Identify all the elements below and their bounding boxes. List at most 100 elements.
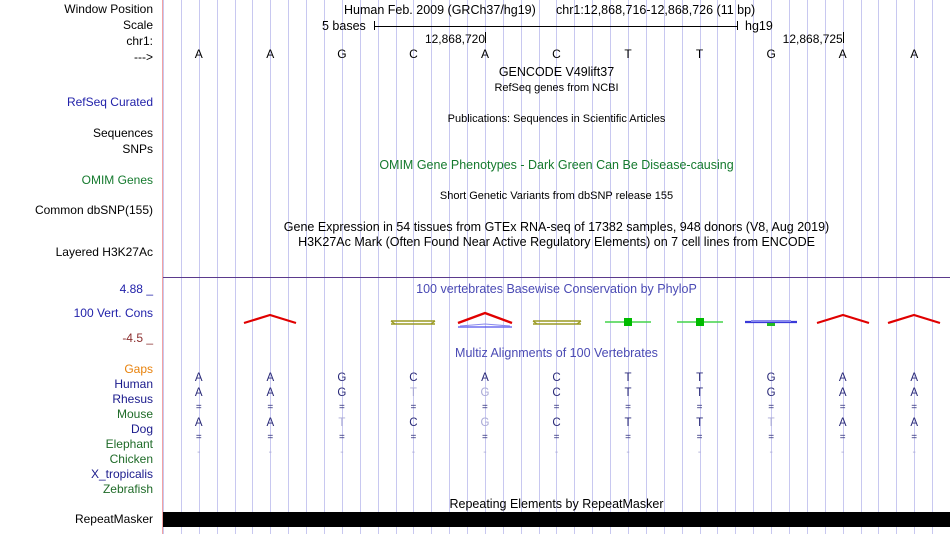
position-range[interactable]: chr1:12,868,716-12,868,726 (11 bp) xyxy=(556,3,756,17)
scale-tick-left xyxy=(374,21,375,30)
multiz-cell: T xyxy=(767,417,775,429)
track-label-species-chicken[interactable]: Chicken xyxy=(109,452,153,466)
gridline xyxy=(682,0,683,534)
multiz-cell: = xyxy=(195,402,202,413)
conservation-mark[interactable] xyxy=(456,309,514,335)
track-label-window-position[interactable]: Window Position xyxy=(64,2,153,16)
repeatmasker-bar[interactable] xyxy=(163,512,950,527)
multiz-cell: G xyxy=(337,372,347,384)
conservation-mark[interactable] xyxy=(531,309,583,335)
ruler-base: T xyxy=(624,47,632,61)
track-label-species-dog[interactable]: Dog xyxy=(130,422,153,436)
gridline xyxy=(342,0,343,534)
conservation-mark[interactable] xyxy=(743,309,799,335)
multiz-cell xyxy=(334,476,350,491)
multiz-cell xyxy=(262,476,278,491)
track-label-column[interactable]: Window Position Scale chr1: ---> RefSeq Cura… xyxy=(0,0,160,543)
multiz-cell: - xyxy=(483,447,487,458)
track-label-species-zebrafish[interactable]: Zebrafish xyxy=(102,482,153,496)
track-label-common-dbsnp[interactable]: Common dbSNP(155) xyxy=(34,203,153,217)
multiz-cell: = xyxy=(267,432,274,443)
multiz-cell: T xyxy=(624,417,632,429)
track-data-area[interactable]: GENCODE V49lift37 RefSeq genes from NCBI P… xyxy=(163,0,950,543)
track-label-omim-genes[interactable]: OMIM Genes xyxy=(81,173,153,187)
conservation-mark[interactable] xyxy=(603,309,653,335)
track-label-species-xtropicalis[interactable]: X_tropicalis xyxy=(90,467,153,481)
multiz-cell: - xyxy=(626,447,630,458)
track-label-cons-max[interactable]: 4.88 _ xyxy=(119,282,153,296)
gridline xyxy=(306,0,307,534)
ruler-base: T xyxy=(695,47,704,61)
gridline xyxy=(646,0,647,534)
gridline xyxy=(467,0,468,534)
multiz-cell: = xyxy=(338,432,345,443)
track-label-strand-arrow[interactable]: ---> xyxy=(134,50,153,64)
multiz-column: A G = G = - xyxy=(477,371,493,491)
track-label-cons-track[interactable]: 100 Vert. Cons xyxy=(73,306,153,320)
multiz-cell: A xyxy=(910,387,919,399)
track-label-repeatmasker[interactable]: RepeatMasker xyxy=(74,512,153,526)
multiz-cell: = xyxy=(195,432,202,443)
multiz-cell: - xyxy=(697,447,702,458)
multiz-cell: A xyxy=(910,372,919,384)
track-label-species-rhesus[interactable]: Rhesus xyxy=(112,392,153,406)
gridline xyxy=(753,0,754,534)
track-label-gaps[interactable]: Gaps xyxy=(124,362,153,376)
track-label-snps[interactable]: SNPs xyxy=(122,142,153,156)
track-label-scale[interactable]: Scale xyxy=(122,18,153,32)
multiz-cell: = xyxy=(911,402,918,413)
scale-ruler-bar xyxy=(374,26,737,27)
conservation-mark[interactable] xyxy=(675,309,725,335)
multiz-cell xyxy=(692,476,708,491)
multiz-cell: A xyxy=(266,387,275,399)
multiz-title: Multiz Alignments of 100 Vertebrates xyxy=(455,346,658,360)
multiz-cell: A xyxy=(194,372,203,384)
multiz-cell: C xyxy=(409,417,418,429)
multiz-column: A A = A = - xyxy=(835,371,851,491)
conservation-mark[interactable] xyxy=(815,309,871,335)
gridline xyxy=(181,0,182,534)
multiz-cell: - xyxy=(411,447,416,458)
ruler-base: C xyxy=(552,47,561,61)
gridline xyxy=(360,0,361,534)
multiz-cell: A xyxy=(481,372,489,384)
multiz-cell: = xyxy=(553,402,560,413)
multiz-cell xyxy=(763,476,779,491)
conservation-mark[interactable] xyxy=(389,309,437,335)
multiz-cell xyxy=(906,476,922,491)
conservation-mark[interactable] xyxy=(886,309,942,335)
track-label-species-elephant[interactable]: Elephant xyxy=(105,437,153,451)
divider-conservation-top xyxy=(163,277,950,278)
track-label-sequences[interactable]: Sequences xyxy=(92,126,153,140)
track-label-cons-min[interactable]: -4.5 _ xyxy=(122,331,153,345)
multiz-column: A A = A = - xyxy=(906,371,922,491)
gridline xyxy=(163,0,164,534)
base-gridlines xyxy=(163,0,950,534)
track-label-chrom[interactable]: chr1: xyxy=(126,34,153,48)
multiz-cell: = xyxy=(911,432,918,443)
multiz-cell: = xyxy=(768,402,775,413)
multiz-cell xyxy=(763,461,779,476)
multiz-cell: A xyxy=(838,387,847,399)
multiz-cell: = xyxy=(410,432,417,443)
track-label-species-human[interactable]: Human xyxy=(114,377,153,391)
ruler-position-tick xyxy=(484,32,486,43)
gridline xyxy=(485,0,486,534)
gridline xyxy=(413,0,414,534)
multiz-cell xyxy=(477,461,493,476)
gridline xyxy=(378,0,379,534)
gridline xyxy=(932,0,933,534)
track-label-layered-h3k27ac[interactable]: Layered H3K27Ac xyxy=(55,245,153,259)
track-label-refseq-curated[interactable]: RefSeq Curated xyxy=(66,95,153,109)
gridline xyxy=(199,0,200,534)
multiz-cell xyxy=(835,476,851,491)
multiz-cell: - xyxy=(554,447,559,458)
multiz-cell: - xyxy=(197,447,201,458)
gridline xyxy=(503,0,504,534)
label-area-separator xyxy=(162,0,163,534)
conservation-mark[interactable] xyxy=(242,309,298,335)
track-label-species-mouse[interactable]: Mouse xyxy=(116,407,153,421)
multiz-cell: C xyxy=(552,387,561,399)
multiz-cell: C xyxy=(552,417,561,429)
